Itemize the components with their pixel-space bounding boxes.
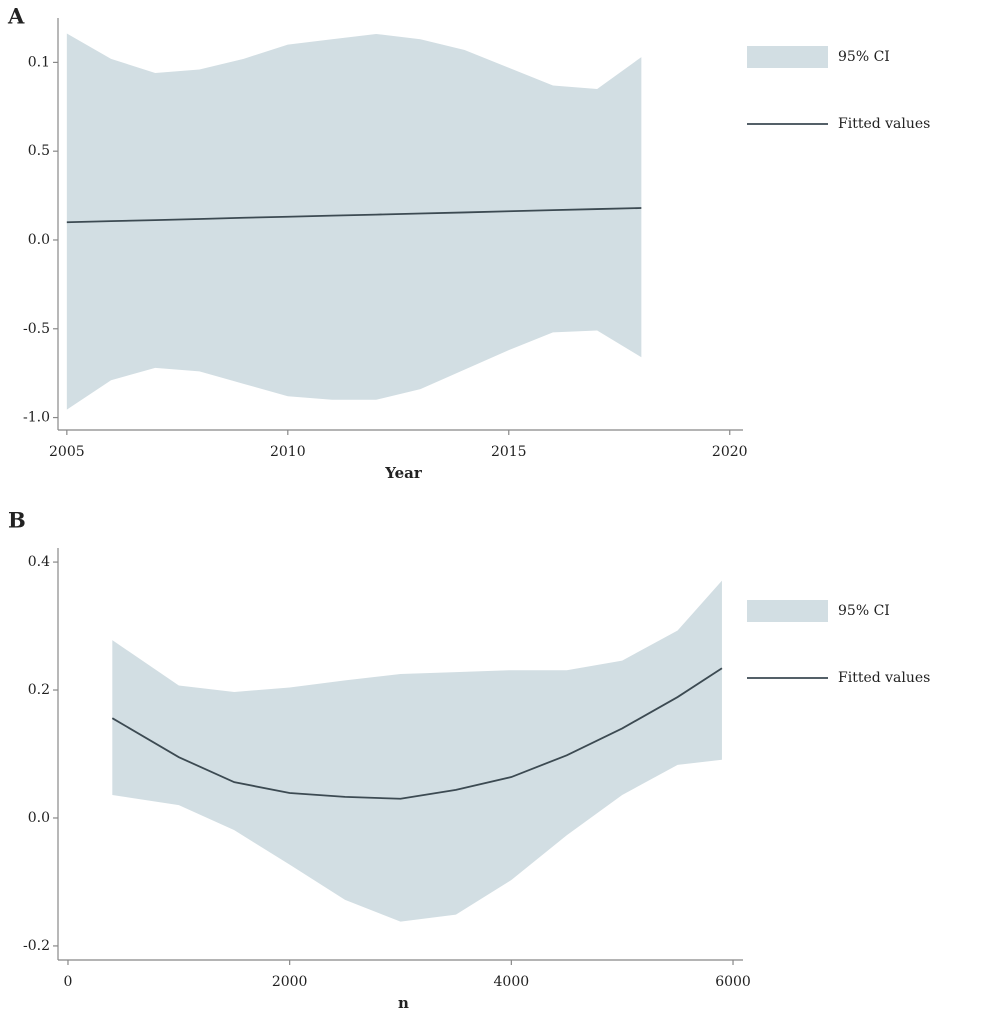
fitted-line xyxy=(66,207,642,224)
ci-band xyxy=(66,33,642,410)
y-tick-label: 0.5 xyxy=(28,143,50,159)
x-tick-label: 0 xyxy=(64,974,73,990)
ci-band xyxy=(112,580,722,922)
fitted-line xyxy=(111,667,723,800)
x-tick-label: 2005 xyxy=(49,444,85,460)
x-tick-label: 2010 xyxy=(270,444,306,460)
y-tick-label: 0.0 xyxy=(28,232,50,248)
panel-label: B xyxy=(8,508,26,533)
x-tick-label: 4000 xyxy=(494,974,530,990)
legend-label: Fitted values xyxy=(838,670,930,686)
y-tick-label: -0.5 xyxy=(23,321,50,337)
x-tick-label: 2015 xyxy=(491,444,527,460)
panel-label: A xyxy=(7,4,25,29)
y-tick-label: 0.1 xyxy=(28,54,50,70)
x-axis-title: n xyxy=(398,994,409,1012)
x-axis-title: Year xyxy=(384,464,423,482)
y-tick-label: -1.0 xyxy=(23,410,50,426)
x-tick-label: 2020 xyxy=(712,444,748,460)
x-tick-label: 6000 xyxy=(715,974,751,990)
y-tick-label: -0.2 xyxy=(23,938,50,954)
legend-swatch xyxy=(747,46,828,68)
y-tick-label: 0.0 xyxy=(28,810,50,826)
y-tick-label: 0.4 xyxy=(28,554,50,570)
y-tick-label: 0.2 xyxy=(28,682,50,698)
legend-label: 95% CI xyxy=(838,49,890,65)
legend-swatch xyxy=(747,600,828,622)
legend-label: 95% CI xyxy=(838,603,890,619)
legend-label: Fitted values xyxy=(838,116,930,132)
x-tick-label: 2000 xyxy=(272,974,308,990)
